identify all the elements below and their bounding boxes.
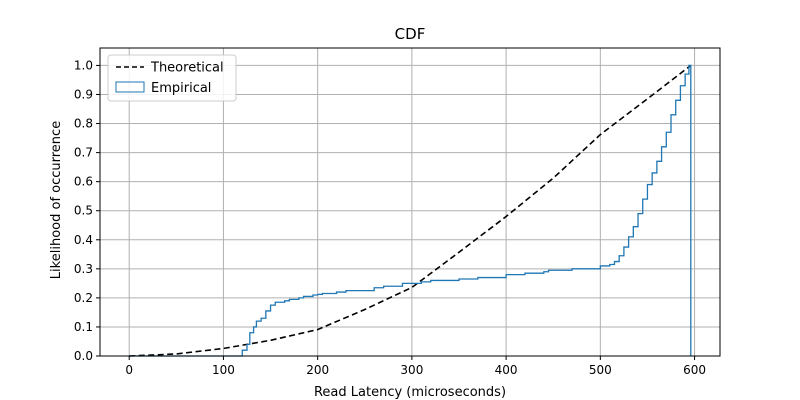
x-axis: 0 100 200 300 400 500 600 bbox=[125, 356, 706, 377]
y-tick-label: 0.2 bbox=[74, 291, 93, 305]
y-tick-label: 0.7 bbox=[74, 146, 93, 160]
x-tick-label: 300 bbox=[400, 363, 423, 377]
x-tick-label: 400 bbox=[495, 363, 518, 377]
y-tick-label: 0.5 bbox=[74, 204, 93, 218]
legend-label-empirical: Empirical bbox=[151, 81, 211, 96]
legend-swatch-empirical bbox=[115, 81, 145, 93]
y-tick-label: 0.3 bbox=[74, 262, 93, 276]
x-tick-label: 500 bbox=[589, 363, 612, 377]
x-tick-label: 0 bbox=[125, 363, 133, 377]
y-tick-label: 0.1 bbox=[74, 320, 93, 334]
series-line-empirical bbox=[129, 64, 692, 357]
x-tick-label: 600 bbox=[683, 363, 706, 377]
y-axis-label: Likelihood of occurrence bbox=[49, 121, 64, 279]
y-tick-label: 0.6 bbox=[74, 175, 93, 189]
y-tick-label: 1.0 bbox=[74, 58, 93, 72]
legend-label-theoretical: Theoretical bbox=[150, 61, 224, 76]
x-axis-label: Read Latency (microseconds) bbox=[314, 385, 506, 400]
series-line-theoretical bbox=[129, 64, 692, 357]
x-tick-label: 200 bbox=[306, 363, 329, 377]
chart-title: CDF bbox=[395, 25, 426, 43]
y-axis: 0.0 0.1 0.2 0.3 0.4 0.5 0.6 0.7 0.8 0.9 1.0 bbox=[74, 58, 100, 363]
y-tick-label: 0.8 bbox=[74, 117, 93, 131]
legend: Theoretical Empirical bbox=[107, 54, 237, 102]
plot-frame bbox=[99, 47, 721, 357]
series-layer bbox=[129, 64, 692, 357]
y-tick-label: 0.4 bbox=[74, 233, 93, 247]
y-tick-label: 0.9 bbox=[74, 87, 93, 101]
x-tick-label: 100 bbox=[212, 363, 235, 377]
y-tick-label: 0.0 bbox=[74, 349, 93, 363]
